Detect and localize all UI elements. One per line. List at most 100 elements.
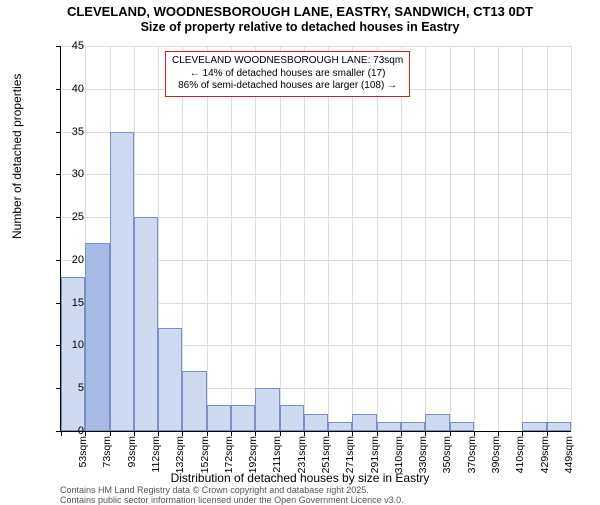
xtick-label: 410sqm — [514, 436, 526, 473]
xtick-label: 251sqm — [320, 436, 332, 473]
xtick-mark — [231, 431, 232, 436]
gridline-vertical — [474, 46, 475, 431]
xtick-label: 370sqm — [466, 436, 478, 473]
gridline-vertical — [377, 46, 378, 431]
x-axis-label: Distribution of detached houses by size … — [0, 471, 600, 485]
xtick-mark — [377, 431, 378, 436]
gridline-vertical — [207, 46, 208, 431]
xtick-mark — [498, 431, 499, 436]
gridline-vertical — [231, 46, 232, 431]
gridline-horizontal — [61, 46, 571, 47]
gridline-vertical — [498, 46, 499, 431]
xtick-label: 152sqm — [199, 436, 211, 473]
highlight-annotation: CLEVELAND WOODNESBOROUGH LANE: 73sqm ← 1… — [165, 51, 410, 97]
xtick-mark — [134, 431, 135, 436]
bar — [110, 132, 134, 431]
bar — [158, 328, 182, 431]
gridline-vertical — [522, 46, 523, 431]
annotation-line-1: CLEVELAND WOODNESBOROUGH LANE: 73sqm — [172, 55, 403, 68]
ytick-label: 45 — [54, 40, 84, 52]
bar — [182, 371, 206, 431]
xtick-mark — [158, 431, 159, 436]
xtick-label: 53sqm — [77, 436, 89, 468]
xtick-label: 192sqm — [247, 436, 259, 473]
xtick-mark — [547, 431, 548, 436]
footer-line-1: Contains HM Land Registry data © Crown c… — [60, 485, 369, 495]
bar — [425, 414, 449, 431]
ytick-label: 30 — [54, 168, 84, 180]
gridline-vertical — [328, 46, 329, 431]
gridline-horizontal — [61, 174, 571, 175]
bar — [401, 422, 425, 431]
annotation-line-2: ← 14% of detached houses are smaller (17… — [172, 68, 403, 81]
xtick-label: 172sqm — [223, 436, 235, 473]
bar — [255, 388, 279, 431]
xtick-label: 350sqm — [441, 436, 453, 473]
xtick-label: 429sqm — [539, 436, 551, 473]
xtick-label: 231sqm — [296, 436, 308, 473]
gridline-vertical — [255, 46, 256, 431]
xtick-label: 132sqm — [174, 436, 186, 473]
bar — [377, 422, 401, 431]
xtick-label: 271sqm — [344, 436, 356, 473]
bar — [134, 217, 158, 431]
gridline-vertical — [280, 46, 281, 431]
bar — [328, 422, 352, 431]
xtick-label: 390sqm — [490, 436, 502, 473]
xtick-mark — [85, 431, 86, 436]
xtick-label: 449sqm — [563, 436, 575, 473]
bar — [304, 414, 328, 431]
gridline-horizontal — [61, 132, 571, 133]
chart-title-sub: Size of property relative to detached ho… — [0, 20, 600, 34]
xtick-mark — [255, 431, 256, 436]
xtick-mark — [352, 431, 353, 436]
bar — [547, 422, 571, 431]
ytick-label: 0 — [54, 425, 84, 437]
ytick-label: 40 — [54, 83, 84, 95]
bar — [231, 405, 255, 431]
bar — [85, 243, 109, 431]
gridline-vertical — [547, 46, 548, 431]
xtick-label: 291sqm — [369, 436, 381, 473]
plot-region: 53sqm73sqm93sqm112sqm132sqm152sqm172sqm1… — [60, 46, 571, 432]
gridline-vertical — [425, 46, 426, 431]
ytick-label: 25 — [54, 211, 84, 223]
xtick-mark — [450, 431, 451, 436]
xtick-label: 73sqm — [101, 436, 113, 468]
gridline-vertical — [571, 46, 572, 431]
xtick-label: 112sqm — [150, 436, 162, 473]
xtick-mark — [304, 431, 305, 436]
xtick-mark — [401, 431, 402, 436]
gridline-vertical — [450, 46, 451, 431]
chart-plot-area: 53sqm73sqm93sqm112sqm132sqm152sqm172sqm1… — [60, 46, 570, 431]
xtick-mark — [110, 431, 111, 436]
xtick-mark — [207, 431, 208, 436]
bar — [280, 405, 304, 431]
bar — [522, 422, 546, 431]
gridline-vertical — [401, 46, 402, 431]
xtick-label: 330sqm — [417, 436, 429, 473]
bar — [352, 414, 376, 431]
gridline-vertical — [304, 46, 305, 431]
ytick-label: 10 — [54, 339, 84, 351]
ytick-label: 15 — [54, 297, 84, 309]
footer-line-2: Contains public sector information licen… — [60, 495, 404, 505]
bar — [450, 422, 474, 431]
annotation-line-3: 86% of semi-detached houses are larger (… — [172, 80, 403, 93]
xtick-mark — [474, 431, 475, 436]
xtick-mark — [280, 431, 281, 436]
ytick-label: 5 — [54, 382, 84, 394]
ytick-label: 35 — [54, 126, 84, 138]
xtick-mark — [522, 431, 523, 436]
y-axis-label: Number of detached properties — [10, 74, 24, 239]
xtick-label: 310sqm — [393, 436, 405, 473]
xtick-mark — [182, 431, 183, 436]
xtick-label: 211sqm — [271, 436, 283, 473]
chart-title-main: CLEVELAND, WOODNESBOROUGH LANE, EASTRY, … — [0, 4, 600, 19]
bar — [207, 405, 231, 431]
gridline-vertical — [352, 46, 353, 431]
ytick-label: 20 — [54, 254, 84, 266]
xtick-label: 93sqm — [126, 436, 138, 468]
xtick-mark — [425, 431, 426, 436]
xtick-mark — [328, 431, 329, 436]
